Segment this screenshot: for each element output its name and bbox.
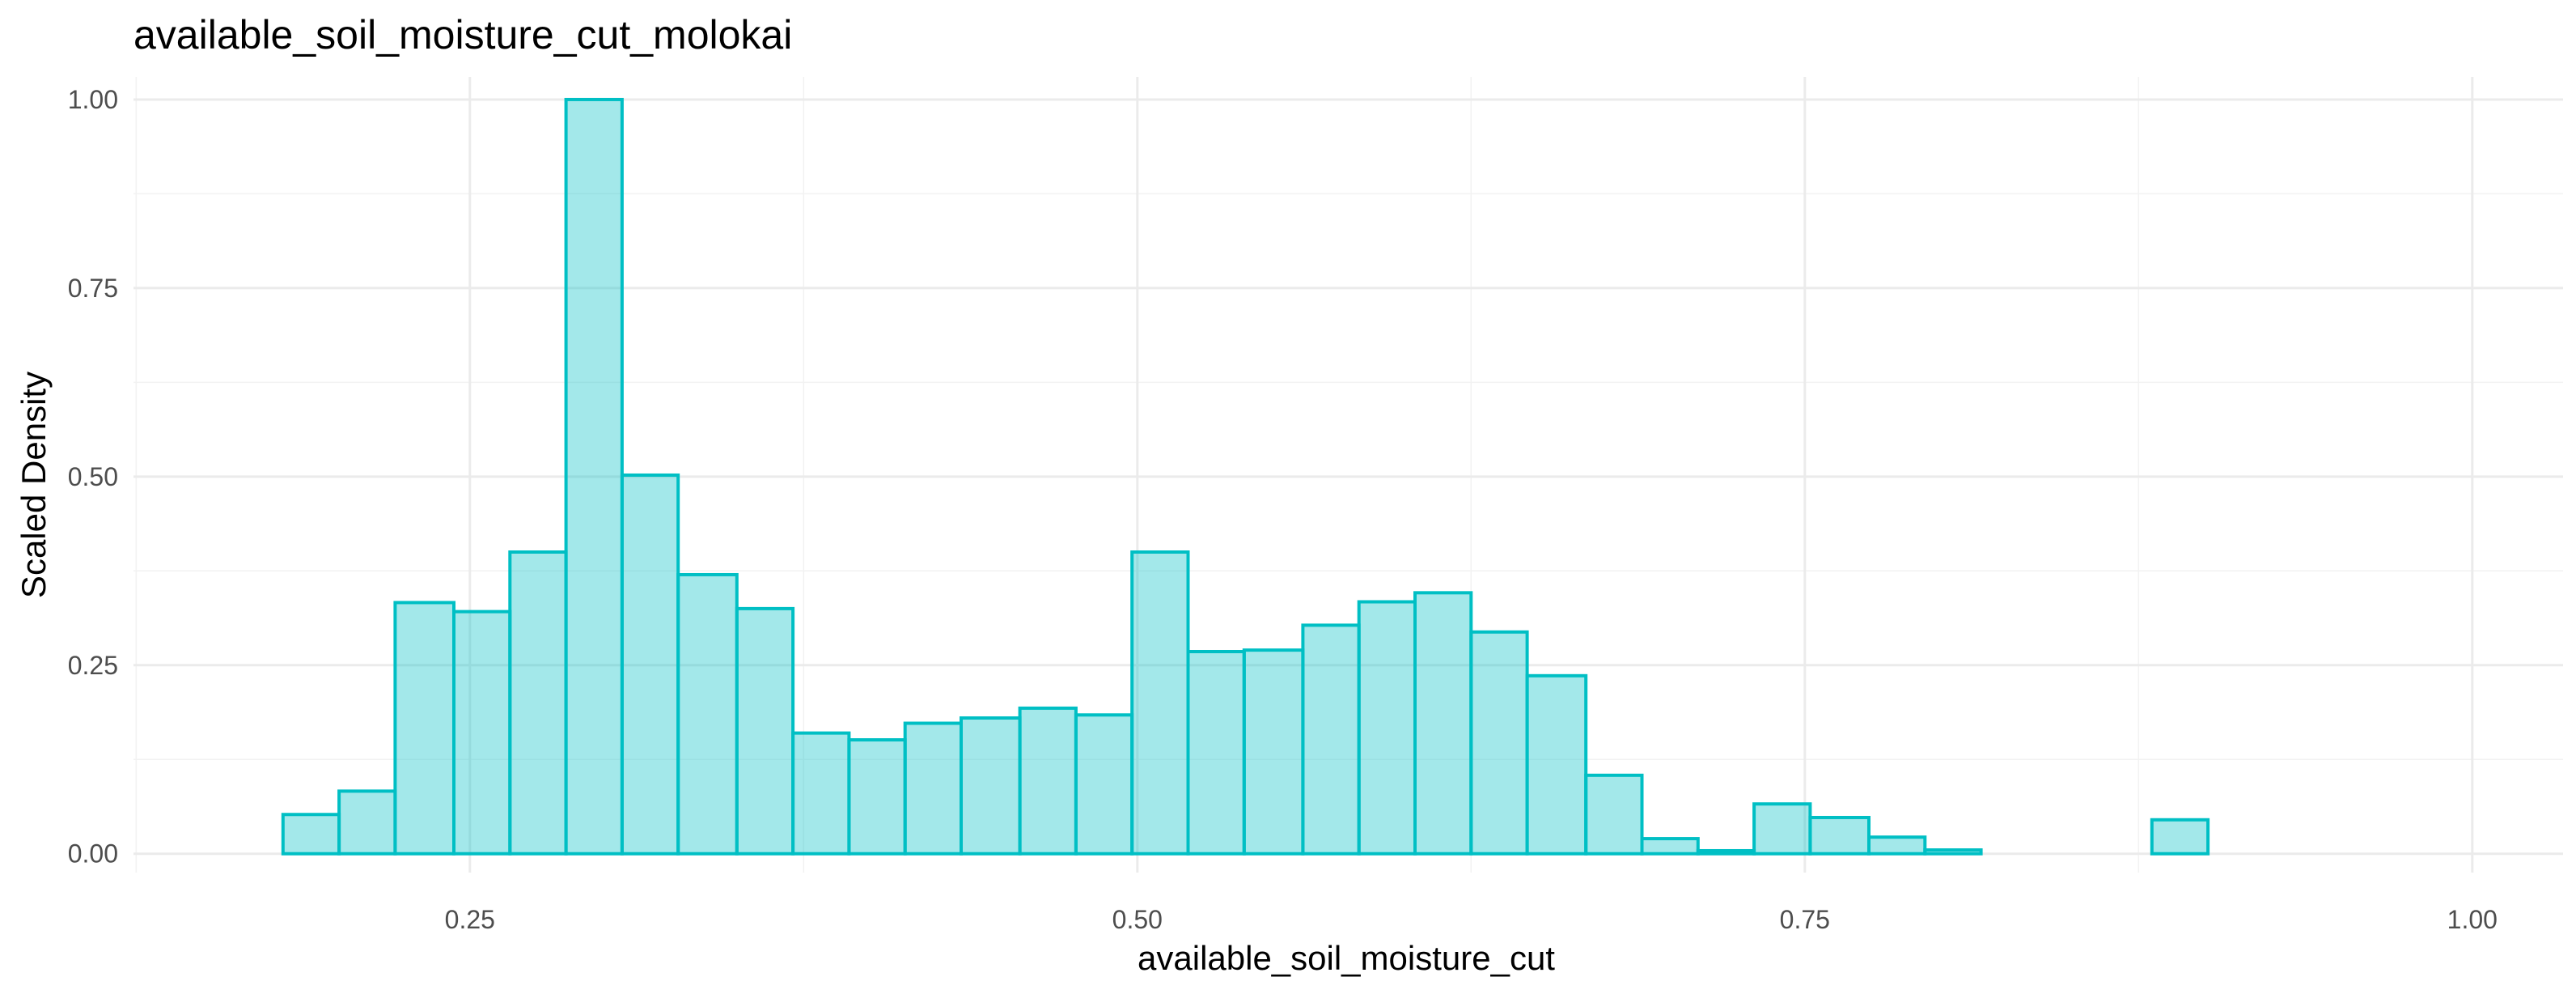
histogram-bar	[791, 731, 851, 856]
histogram-bars	[281, 97, 2210, 856]
x-tick-label: 1.00	[2447, 905, 2498, 934]
histogram-bar	[452, 610, 512, 856]
histogram-bar	[1242, 648, 1305, 856]
histogram-bar	[1018, 706, 1078, 856]
histogram-bar	[1584, 773, 1644, 856]
x-axis-ticks: 0.25 0.50 0.75 1.00	[445, 905, 2498, 934]
x-tick-label: 0.25	[445, 905, 495, 934]
histogram-bar	[847, 738, 907, 856]
histogram-bar	[1130, 550, 1190, 856]
x-axis-title: available_soil_moisture_cut	[1138, 939, 1555, 977]
histogram-bar	[735, 606, 795, 856]
y-tick-label: 0.75	[68, 274, 118, 303]
histogram-bar	[337, 789, 397, 856]
histogram-bar	[1074, 713, 1134, 856]
x-tick-label: 0.50	[1112, 905, 1163, 934]
histogram-bar	[1696, 848, 1756, 856]
histogram-bar	[1525, 673, 1588, 856]
histogram-bar	[1301, 623, 1361, 856]
histogram-bar	[393, 601, 455, 856]
histogram-bar	[1752, 802, 1812, 856]
histogram-bar	[1357, 600, 1417, 856]
histogram-bar	[1808, 815, 1871, 856]
histogram-bar	[564, 97, 624, 856]
histogram-bar	[508, 550, 568, 856]
histogram-bar	[1640, 837, 1700, 856]
histogram-bar	[1186, 649, 1246, 856]
histogram-bar	[2150, 818, 2210, 856]
y-tick-label: 0.00	[68, 839, 118, 869]
histogram-bar	[960, 716, 1022, 856]
y-axis-title: Scaled Density	[15, 372, 53, 598]
chart-title: available_soil_moisture_cut_molokai	[133, 12, 792, 57]
y-tick-label: 1.00	[68, 85, 118, 114]
histogram-bar	[676, 572, 739, 856]
x-tick-label: 0.75	[1780, 905, 1830, 934]
histogram-bar	[1867, 835, 1927, 856]
histogram-bar	[1469, 630, 1529, 856]
histogram-bar	[1413, 591, 1473, 856]
histogram-bar	[903, 721, 963, 856]
y-tick-label: 0.50	[68, 462, 118, 491]
histogram-bar	[620, 473, 680, 856]
y-axis-ticks: 0.00 0.25 0.50 0.75 1.00	[68, 85, 118, 869]
histogram-bar	[1923, 848, 1983, 856]
histogram-bar	[281, 813, 341, 856]
y-tick-label: 0.25	[68, 651, 118, 680]
